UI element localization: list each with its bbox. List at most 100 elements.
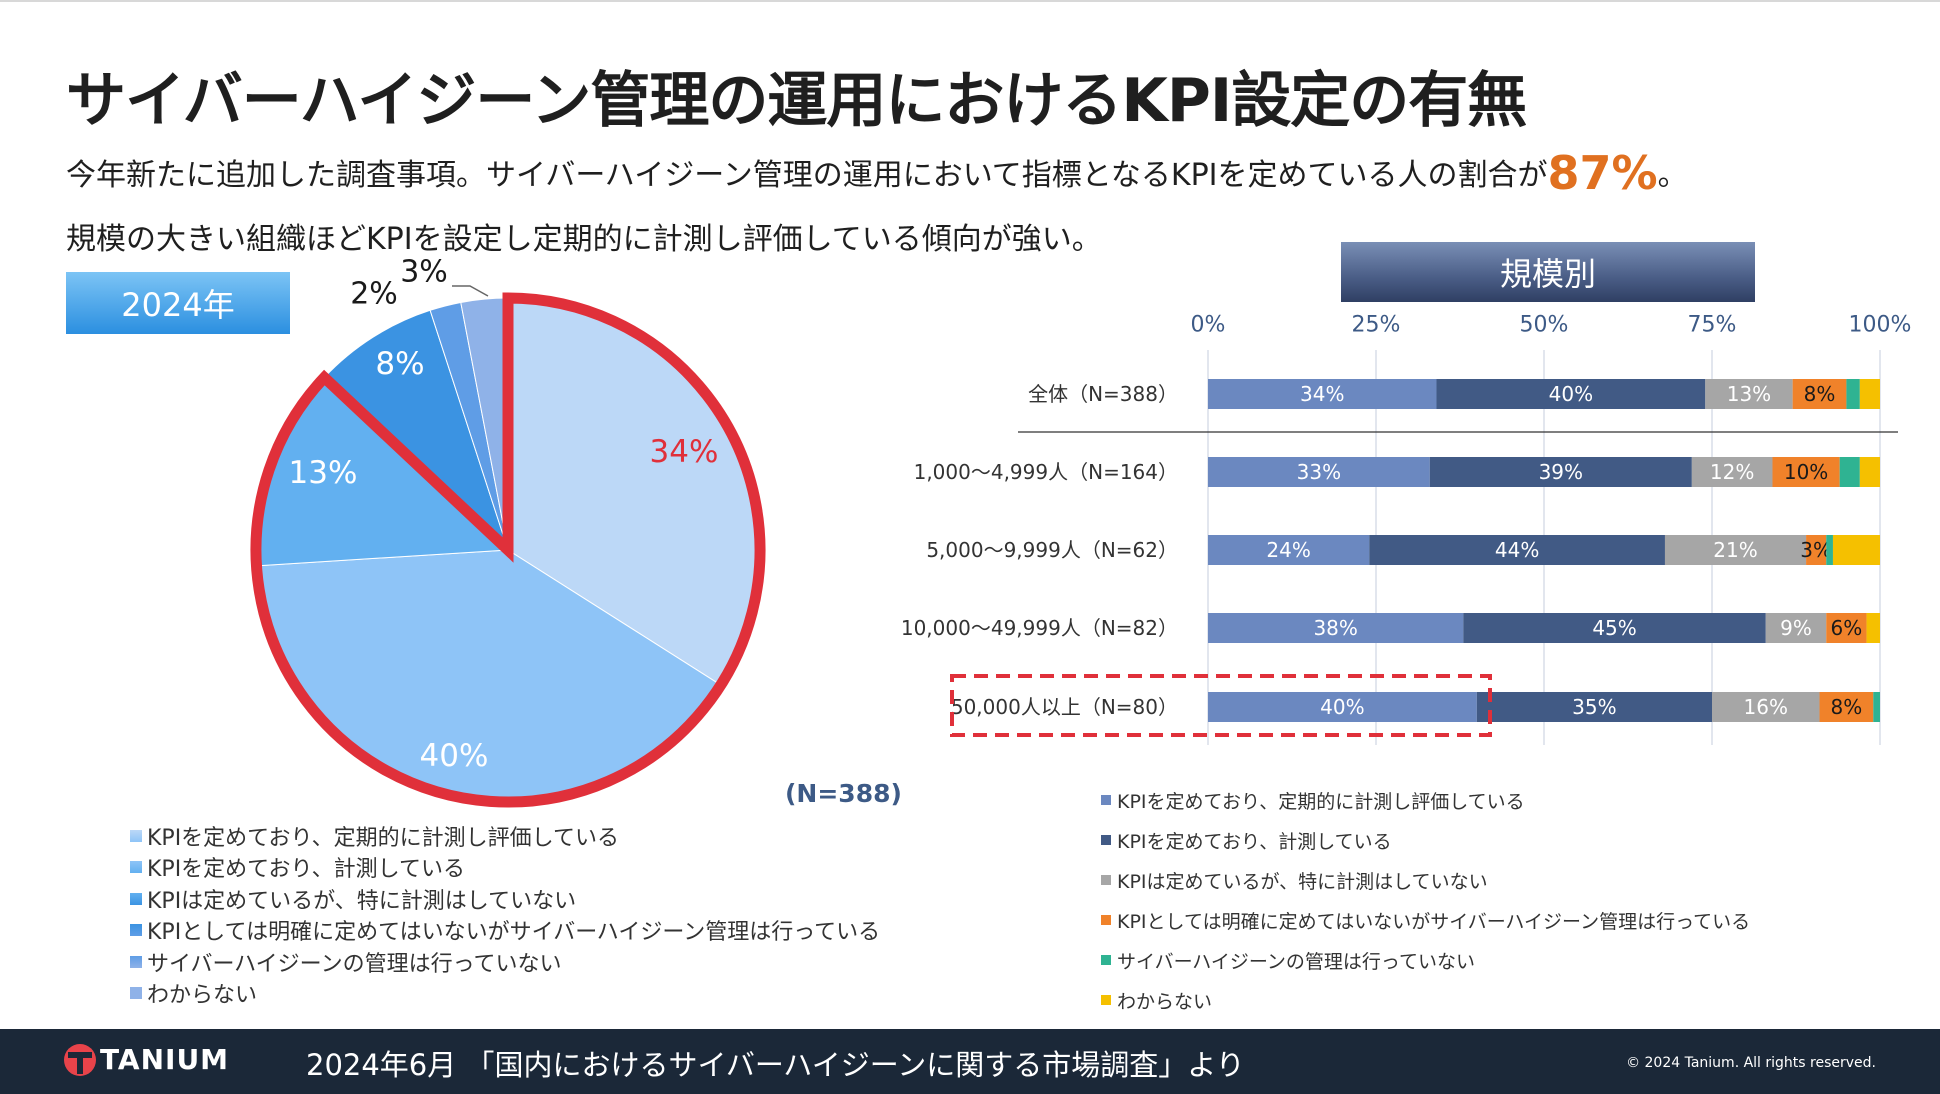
pie-legend-label-2: KPIを定めており、計測している <box>147 857 465 883</box>
bar-legend-swatch-1 <box>1101 795 1111 805</box>
pie-legend-item-5: サイバーハイジーンの管理は行っていない <box>130 946 880 978</box>
bar-value-label-r2-s3: 12% <box>1710 460 1754 484</box>
bar-segment-r1-s4 <box>1792 379 1847 409</box>
bar-category-label-3: 5,000～9,999人（N=62） <box>926 538 1178 562</box>
bar-legend-swatch-2 <box>1101 835 1111 845</box>
bar-segment-r4-s6 <box>1866 613 1880 643</box>
bar-value-label-r1-s1: 34% <box>1300 382 1344 406</box>
bar-legend-item-5: サイバーハイジーンの管理は行っていない <box>1101 940 1750 980</box>
page-title: サイバーハイジーン管理の運用におけるKPI設定の有無 <box>66 66 1527 136</box>
bar-legend-item-2: KPIを定めており、計測している <box>1101 820 1750 860</box>
bar-segment-r5-s4 <box>1819 692 1874 722</box>
bar-segment-r4-s3 <box>1765 613 1827 643</box>
bar-segment-r5-s2 <box>1476 692 1712 722</box>
subtitle-text: 今年新たに追加した調査事項。サイバーハイジーン管理の運用において指標となるKPI… <box>66 158 1548 193</box>
copyright: © 2024 Tanium. All rights reserved. <box>1626 1055 1876 1071</box>
pie-legend-label-4: KPIとしては明確に定めてはいないがサイバーハイジーン管理は行っている <box>147 920 881 946</box>
bar-segment-r2-s1 <box>1208 457 1430 487</box>
bar-legend-item-1: KPIを定めており、定期的に計測し評価している <box>1101 780 1750 820</box>
bar-x-tick-0: 0% <box>1191 313 1226 338</box>
bar-legend-label-6: わからない <box>1117 990 1213 1013</box>
bar-x-tick-4: 100% <box>1849 313 1912 338</box>
pie-legend: KPIを定めており、定期的に計測し評価している KPIを定めており、計測している K… <box>130 820 880 1009</box>
bar-segment-r2-s6 <box>1859 457 1880 487</box>
bar-segment-r1-s1 <box>1208 379 1437 409</box>
bar-highlight-box <box>950 674 1492 737</box>
bar-legend-item-6: わからない <box>1101 980 1750 1020</box>
bar-segment-r3-s2 <box>1369 535 1665 565</box>
pie-n-label: (N=388) <box>785 779 902 808</box>
pie-label-6: 3% <box>400 255 448 290</box>
scale-label: 規模別 <box>1341 242 1755 302</box>
bar-x-tick-1: 25% <box>1352 313 1401 338</box>
bar-value-label-r1-s3: 13% <box>1727 382 1771 406</box>
bar-segment-r1-s2 <box>1436 379 1706 409</box>
bar-x-tick-3: 75% <box>1688 313 1737 338</box>
tanium-logo: TANIUM <box>64 1043 229 1076</box>
pie-legend-item-4: KPIとしては明確に定めてはいないがサイバーハイジーン管理は行っている <box>130 915 880 947</box>
top-border <box>0 0 1940 2</box>
bar-legend-swatch-6 <box>1101 995 1111 1005</box>
pie-legend-item-2: KPIを定めており、計測している <box>130 852 880 884</box>
bar-segment-r2-s4 <box>1772 457 1840 487</box>
bar-value-label-r4-s2: 45% <box>1592 616 1636 640</box>
bar-legend-label-1: KPIを定めており、定期的に計測し評価している <box>1117 790 1525 813</box>
bar-value-label-r5-s2: 35% <box>1572 695 1616 719</box>
pie-label-3: 13% <box>289 455 358 491</box>
bar-value-label-r1-s4: 8% <box>1804 382 1836 406</box>
bar-category-label-2: 1,000～4,999人（N=164） <box>914 460 1178 484</box>
bar-category-label-1: 全体（N=388） <box>1028 382 1178 406</box>
pie-label-2: 40% <box>420 738 489 774</box>
bar-segment-r5-s5 <box>1873 692 1880 722</box>
pie-legend-swatch-2 <box>130 861 142 874</box>
bar-segment-r2-s3 <box>1691 457 1773 487</box>
tanium-logo-icon <box>64 1043 96 1076</box>
bar-legend-item-3: KPIは定めているが、特に計測はしていない <box>1101 860 1750 900</box>
pie-legend-label-3: KPIは定めているが、特に計測はしていない <box>147 888 577 914</box>
bar-legend-label-2: KPIを定めており、計測している <box>1117 830 1392 853</box>
bar-segment-r4-s1 <box>1208 613 1464 643</box>
bar-legend-label-4: KPIとしては明確に定めてはいないがサイバーハイジーン管理は行っている <box>1117 910 1751 933</box>
logo-text: TANIUM <box>100 1043 230 1076</box>
bar-value-label-r5-s4: 8% <box>1831 695 1863 719</box>
pie-label-4: 8% <box>375 346 424 382</box>
pie-legend-item-3: KPIは定めているが、特に計測はしていない <box>130 883 880 915</box>
subtitle-secondary: 規模の大きい組織ほどKPIを設定し定期的に計測し評価している傾向が強い。 <box>66 222 1102 257</box>
bar-legend-label-3: KPIは定めているが、特に計測はしていない <box>1117 870 1488 893</box>
subtitle-primary: 今年新たに追加した調査事項。サイバーハイジーン管理の運用において指標となるKPI… <box>66 146 1688 200</box>
bar-value-label-r2-s1: 33% <box>1297 460 1341 484</box>
bar-legend: KPIを定めており、定期的に計測し評価している KPIを定めており、計測している K… <box>1101 780 1750 1020</box>
bar-value-label-r5-s3: 16% <box>1744 695 1788 719</box>
bar-value-label-r4-s4: 6% <box>1831 616 1863 640</box>
bar-value-label-r3-s1: 24% <box>1266 538 1310 562</box>
bar-segment-r5-s3 <box>1712 692 1820 722</box>
bar-category-label-4: 10,000～49,999人（N=82） <box>901 616 1178 640</box>
bar-legend-swatch-4 <box>1101 915 1111 925</box>
bar-value-label-r5-s1: 40% <box>1320 695 1364 719</box>
bar-value-label-r3-s2: 44% <box>1495 538 1539 562</box>
pie-legend-label-6: わからない <box>147 983 258 1009</box>
bar-segment-r4-s4 <box>1826 613 1867 643</box>
bar-segment-r1-s6 <box>1859 379 1880 409</box>
pie-legend-swatch-6 <box>130 987 142 1000</box>
pie-legend-swatch-4 <box>130 924 142 937</box>
bar-value-label-r4-s3: 9% <box>1780 616 1812 640</box>
bar-legend-label-5: サイバーハイジーンの管理は行っていない <box>1117 950 1475 973</box>
bar-category-label-5: 50,000人以上（N=80） <box>951 695 1178 719</box>
year-label: 2024年 <box>66 272 290 334</box>
bar-segment-r3-s4 <box>1806 535 1827 565</box>
bar-segment-r2-s2 <box>1429 457 1692 487</box>
bar-legend-item-4: KPIとしては明確に定めてはいないがサイバーハイジーン管理は行っている <box>1101 900 1750 940</box>
bar-value-label-r2-s2: 39% <box>1539 460 1583 484</box>
pie-legend-swatch-3 <box>130 892 142 905</box>
bar-value-label-r4-s1: 38% <box>1313 616 1357 640</box>
pie-legend-label-1: KPIを定めており、定期的に計測し評価している <box>147 825 619 851</box>
bar-x-tick-2: 50% <box>1520 313 1569 338</box>
bar-value-label-r1-s2: 40% <box>1549 382 1593 406</box>
bar-segment-r3-s1 <box>1208 535 1370 565</box>
bar-value-label-r2-s4: 10% <box>1784 460 1828 484</box>
pie-label-1: 34% <box>650 434 719 470</box>
pie-legend-swatch-1 <box>130 829 142 842</box>
bar-value-label-r3-s3: 21% <box>1713 538 1757 562</box>
